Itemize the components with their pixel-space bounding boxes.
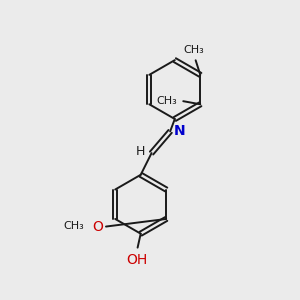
Text: CH₃: CH₃	[156, 96, 177, 106]
Text: N: N	[174, 124, 185, 138]
Text: CH₃: CH₃	[184, 45, 205, 55]
Text: H: H	[135, 145, 145, 158]
Text: CH₃: CH₃	[64, 221, 84, 231]
Text: OH: OH	[126, 253, 148, 267]
Text: O: O	[93, 220, 104, 234]
